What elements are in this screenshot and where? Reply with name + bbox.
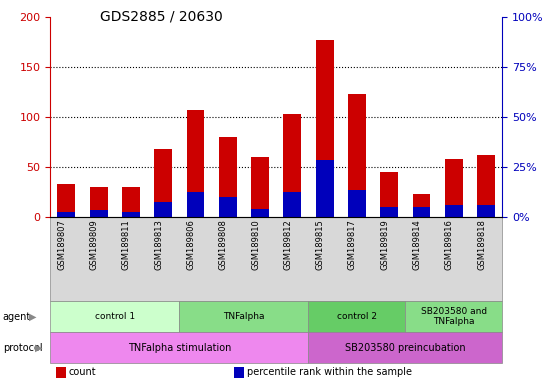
Text: control 1: control 1 — [95, 312, 135, 321]
Bar — [316, 160, 334, 217]
Text: GSM189814: GSM189814 — [412, 219, 421, 270]
Bar — [412, 207, 430, 217]
Text: SB203580 preincubation: SB203580 preincubation — [345, 343, 466, 353]
Text: SB203580 and
TNFalpha: SB203580 and TNFalpha — [421, 307, 487, 326]
Bar — [251, 209, 269, 217]
Text: TNFalpha stimulation: TNFalpha stimulation — [128, 343, 231, 353]
Bar — [477, 205, 495, 217]
Bar — [155, 202, 172, 217]
Bar — [412, 194, 430, 217]
Text: GSM189812: GSM189812 — [283, 219, 292, 270]
Text: GSM189815: GSM189815 — [316, 219, 325, 270]
Text: GSM189817: GSM189817 — [348, 219, 357, 270]
Bar — [122, 187, 140, 217]
Bar — [57, 212, 75, 217]
Bar — [219, 137, 237, 217]
Text: GSM189810: GSM189810 — [251, 219, 260, 270]
Text: GSM189811: GSM189811 — [122, 219, 131, 270]
Bar — [155, 149, 172, 217]
Text: GDS2885 / 20630: GDS2885 / 20630 — [100, 10, 223, 23]
Bar — [445, 205, 463, 217]
Text: GSM189819: GSM189819 — [380, 219, 389, 270]
Text: GSM189818: GSM189818 — [477, 219, 486, 270]
Text: GSM189806: GSM189806 — [186, 219, 195, 270]
Bar — [90, 187, 108, 217]
Bar — [122, 212, 140, 217]
Bar — [445, 159, 463, 217]
Bar — [283, 192, 301, 217]
Bar — [57, 184, 75, 217]
Bar — [283, 114, 301, 217]
Bar — [348, 190, 366, 217]
Bar — [251, 157, 269, 217]
Text: GSM189809: GSM189809 — [90, 219, 99, 270]
Bar — [219, 197, 237, 217]
Text: TNFalpha: TNFalpha — [223, 312, 264, 321]
Text: GSM189813: GSM189813 — [154, 219, 163, 270]
Text: GSM189808: GSM189808 — [219, 219, 228, 270]
Text: percentile rank within the sample: percentile rank within the sample — [247, 367, 412, 377]
Text: GSM189816: GSM189816 — [445, 219, 454, 270]
Text: count: count — [69, 367, 97, 377]
Text: control 2: control 2 — [337, 312, 377, 321]
Bar — [90, 210, 108, 217]
Bar — [186, 110, 204, 217]
Bar — [381, 172, 398, 217]
Bar — [477, 155, 495, 217]
Bar — [381, 207, 398, 217]
Text: GSM189807: GSM189807 — [57, 219, 66, 270]
Bar — [186, 192, 204, 217]
Text: ▶: ▶ — [29, 312, 36, 322]
Bar — [348, 94, 366, 217]
Text: ▶: ▶ — [35, 343, 42, 353]
Text: agent: agent — [3, 312, 31, 322]
Bar — [316, 40, 334, 217]
Text: protocol: protocol — [3, 343, 42, 353]
